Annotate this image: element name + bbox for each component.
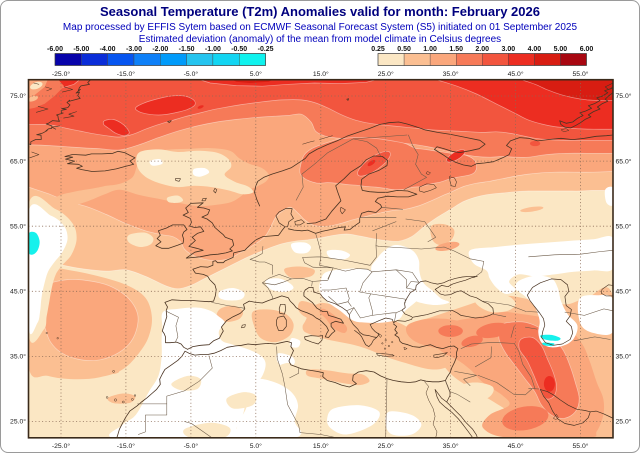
svg-text:15.0°: 15.0° — [313, 442, 329, 450]
svg-text:0.50: 0.50 — [397, 46, 411, 53]
svg-text:-0.25: -0.25 — [258, 46, 274, 53]
svg-text:75.0°: 75.0° — [10, 92, 26, 100]
svg-text:15.0°: 15.0° — [313, 70, 329, 78]
svg-text:5.0°: 5.0° — [250, 70, 262, 78]
svg-text:55.0°: 55.0° — [10, 222, 26, 230]
svg-text:35.0°: 35.0° — [616, 353, 632, 361]
svg-text:-1.50: -1.50 — [179, 46, 195, 53]
svg-text:35.0°: 35.0° — [443, 70, 459, 78]
svg-text:3.00: 3.00 — [501, 46, 515, 53]
svg-text:55.0°: 55.0° — [573, 70, 589, 78]
svg-text:45.0°: 45.0° — [616, 288, 632, 296]
svg-text:35.0°: 35.0° — [10, 353, 26, 361]
svg-text:-15.0°: -15.0° — [117, 442, 135, 450]
svg-text:-25.0°: -25.0° — [52, 442, 70, 450]
svg-text:-5.0°: -5.0° — [184, 70, 199, 78]
svg-text:-4.00: -4.00 — [100, 46, 116, 53]
svg-text:-15.0°: -15.0° — [117, 70, 135, 78]
svg-text:65.0°: 65.0° — [10, 157, 26, 165]
svg-text:5.00: 5.00 — [554, 46, 568, 53]
svg-text:55.0°: 55.0° — [616, 222, 632, 230]
svg-text:55.0°: 55.0° — [573, 442, 589, 450]
svg-text:25.0°: 25.0° — [616, 418, 632, 426]
svg-text:1.00: 1.00 — [423, 46, 437, 53]
svg-text:-25.0°: -25.0° — [52, 70, 70, 78]
svg-text:2.00: 2.00 — [475, 46, 489, 53]
svg-text:-5.00: -5.00 — [73, 46, 89, 53]
svg-text:-6.00: -6.00 — [47, 46, 63, 53]
svg-text:35.0°: 35.0° — [443, 442, 459, 450]
svg-text:25.0°: 25.0° — [378, 70, 394, 78]
svg-text:45.0°: 45.0° — [10, 288, 26, 296]
svg-text:0.25: 0.25 — [371, 46, 385, 53]
svg-text:1.50: 1.50 — [449, 46, 463, 53]
svg-text:25.0°: 25.0° — [378, 442, 394, 450]
svg-text:4.00: 4.00 — [528, 46, 542, 53]
svg-text:65.0°: 65.0° — [616, 157, 632, 165]
svg-text:-5.0°: -5.0° — [184, 442, 199, 450]
svg-text:6.00: 6.00 — [580, 46, 594, 53]
svg-text:-1.00: -1.00 — [205, 46, 221, 53]
svg-text:25.0°: 25.0° — [10, 418, 26, 426]
svg-text:75.0°: 75.0° — [616, 92, 632, 100]
svg-text:45.0°: 45.0° — [508, 442, 524, 450]
svg-text:45.0°: 45.0° — [508, 70, 524, 78]
svg-text:-0.50: -0.50 — [231, 46, 247, 53]
svg-text:-3.00: -3.00 — [126, 46, 142, 53]
svg-text:-2.00: -2.00 — [152, 46, 168, 53]
svg-text:5.0°: 5.0° — [250, 442, 262, 450]
